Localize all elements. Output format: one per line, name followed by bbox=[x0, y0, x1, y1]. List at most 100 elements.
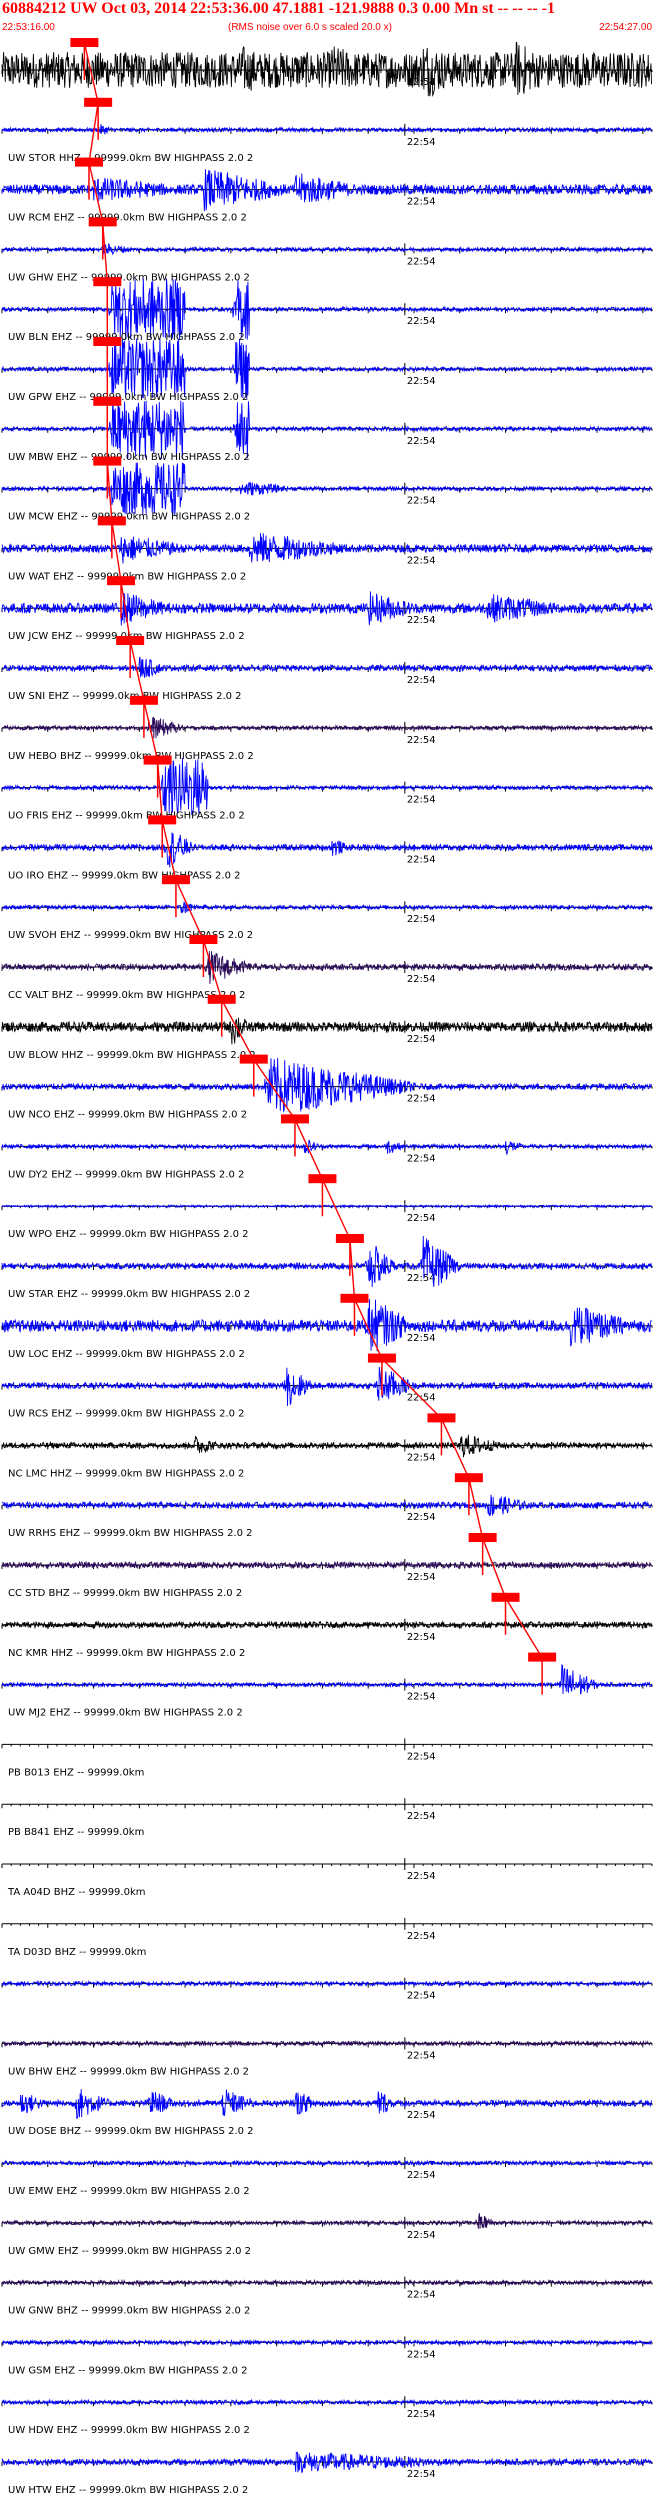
station-label: UW EMW EHZ -- 99999.0km BW HIGHPASS 2.0 … bbox=[8, 2186, 250, 2197]
trace-row: 22:54 UW GPW EHZ -- 99999.0km BW HIGHPASS… bbox=[1, 337, 653, 403]
minute-label: 22:54 bbox=[407, 1452, 436, 1463]
minute-label: 22:54 bbox=[407, 1273, 436, 1284]
station-label: UW WPO EHZ -- 99999.0km BW HIGHPASS 2.0 … bbox=[8, 1229, 249, 1240]
minute-label: 22:54 bbox=[407, 914, 436, 925]
waveform-trace bbox=[1, 278, 652, 340]
moveout-line bbox=[83, 42, 543, 1658]
minute-label: 22:54 bbox=[407, 2170, 436, 2181]
waveform-trace bbox=[1, 1017, 652, 1045]
minute-label: 22:54 bbox=[407, 1931, 436, 1942]
scaling-note: (RMS noise over 6.0 s scaled 20.0 x) bbox=[228, 22, 392, 33]
station-label: UW BHW EHZ -- 99999.0km BW HIGHPASS 2.0 … bbox=[8, 2066, 249, 2077]
station-label: NC LMC HHZ -- 99999.0km BW HIGHPASS 2.0 … bbox=[8, 1468, 244, 1479]
station-label: UW RCM EHZ -- 99999.0km BW HIGHPASS 2.0 … bbox=[8, 213, 247, 224]
trace-row: 22:54 UW DOSE BHZ -- 99999.0km BW HIGHPAS… bbox=[1, 2089, 653, 2137]
station-label: UW STAR EHZ -- 99999.0km BW HIGHPASS 2.0… bbox=[8, 1289, 250, 1300]
waveform-trace bbox=[1, 399, 652, 460]
station-label: UW RCS EHZ -- 99999.0km BW HIGHPASS 2.0 … bbox=[8, 1409, 245, 1420]
waveform-trace bbox=[1, 1663, 652, 1695]
waveform-trace bbox=[1, 533, 652, 564]
waveform-trace bbox=[1, 716, 652, 739]
trace-row: 22:54 CC VALT BHZ -- 99999.0km BW HIGHPAS… bbox=[1, 935, 653, 1001]
trace-row: 22:54 UW HEBO BHZ -- 99999.0km BW HIGHPAS… bbox=[1, 695, 653, 762]
event-title: 60884212 UW Oct 03, 2014 22:53:36.00 47.… bbox=[2, 0, 555, 17]
trace-row: 22:54 UW GNW BHZ -- 99999.0km BW HIGHPASS… bbox=[1, 2276, 653, 2317]
station-label: UW RRHS EHZ -- 99999.0km BW HIGHPASS 2.0… bbox=[8, 1528, 253, 1539]
station-label: UW GNW BHZ -- 99999.0km BW HIGHPASS 2.0 … bbox=[8, 2306, 250, 2317]
minute-label: 22:54 bbox=[407, 2469, 436, 2480]
waveform-trace bbox=[1, 169, 652, 212]
trace-row: 22:54 UO FRIS EHZ -- 99999.0km BW HIGHPAS… bbox=[1, 755, 653, 822]
trace-row: 22:54 UW RCM EHZ -- 99999.0km BW HIGHPASS… bbox=[1, 157, 653, 224]
minute-label: 22:54 bbox=[407, 1034, 436, 1045]
station-label: TA A04D BHZ -- 99999.0km bbox=[7, 1887, 146, 1898]
waveform-trace bbox=[1, 1434, 652, 1458]
station-label: NC KMR HHZ -- 99999.0km BW HIGHPASS 2.0 … bbox=[8, 1648, 245, 1659]
minute-label: 22:54 bbox=[407, 974, 436, 985]
minute-label: 22:54 bbox=[407, 675, 436, 686]
waveform-trace bbox=[1, 1560, 652, 1570]
station-label: UO IRO EHZ -- 99999.0km BW HIGHPASS 2.0 … bbox=[8, 870, 241, 881]
plot-header: 60884212 UW Oct 03, 2014 22:53:36.00 47.… bbox=[0, 0, 656, 36]
trace-row: 22:54 UW LOC EHZ -- 99999.0km BW HIGHPASS… bbox=[1, 1293, 653, 1360]
trace-row: 22:54 PB B013 EHZ -- 99999.0km bbox=[1, 1738, 653, 1778]
station-label: PB B013 EHZ -- 99999.0km bbox=[8, 1767, 144, 1778]
minute-label: 22:54 bbox=[407, 854, 436, 865]
trace-row: 22:54 CC STD BHZ -- 99999.0km BW HIGHPASS… bbox=[1, 1533, 653, 1599]
station-label: UO FRIS EHZ -- 99999.0km BW HIGHPASS 2.0… bbox=[8, 811, 245, 822]
station-label: TA D03D BHZ -- 99999.0km bbox=[7, 1947, 146, 1958]
minute-label: 22:54 bbox=[407, 1811, 436, 1822]
minute-label: 22:54 bbox=[407, 1572, 436, 1583]
minute-label: 22:54 bbox=[407, 735, 436, 746]
trace-row: 22:54 UW MCW EHZ -- 99999.0km BW HIGHPASS… bbox=[1, 456, 653, 523]
station-label: UW STOR HHZ -- 99999.0km BW HIGHPASS 2.0… bbox=[8, 153, 253, 164]
minute-label: 22:54 bbox=[407, 2050, 436, 2061]
minute-label: 22:54 bbox=[407, 1153, 436, 1164]
trace-row: 22:54 UW STOR HHZ -- 99999.0km BW HIGHPAS… bbox=[1, 97, 653, 164]
waveform-trace bbox=[1, 1620, 652, 1630]
waveform-trace bbox=[1, 2039, 652, 2048]
minute-label: 22:54 bbox=[407, 496, 436, 507]
minute-label: 22:54 bbox=[407, 555, 436, 566]
trace-row: 22:54 NC LMC HHZ -- 99999.0km BW HIGHPASS… bbox=[1, 1413, 653, 1479]
trace-row: 22:54 UW RRHS EHZ -- 99999.0km BW HIGHPAS… bbox=[1, 1473, 653, 1539]
minute-label: 22:54 bbox=[407, 2409, 436, 2420]
station-label: UW DY2 EHZ -- 99999.0km BW HIGHPASS 2.0 … bbox=[8, 1169, 244, 1180]
waveform-trace bbox=[1, 1057, 652, 1113]
waveform-trace bbox=[1, 1494, 652, 1517]
minute-label: 22:54 bbox=[407, 2349, 436, 2360]
trace-row: 22:54 UW HDW EHZ -- 99999.0km BW HIGHPASS… bbox=[1, 2396, 653, 2436]
waveform-trace bbox=[1, 2278, 652, 2287]
minute-label: 22:54 bbox=[407, 256, 436, 267]
minute-label: 22:54 bbox=[407, 376, 436, 387]
trace-row: 22:54 UW GSM EHZ -- 99999.0km BW HIGHPASS… bbox=[1, 2336, 653, 2376]
trace-row: 22:54 bbox=[1, 38, 653, 97]
trace-row: 22:54 NC KMR HHZ -- 99999.0km BW HIGHPASS… bbox=[1, 1592, 653, 1659]
waveform-trace bbox=[1, 1139, 652, 1156]
trace-row: 22:54 PB B841 EHZ -- 99999.0km bbox=[1, 1798, 653, 1838]
station-label: UW SVOH EHZ -- 99999.0km BW HIGHPASS 2.0… bbox=[8, 930, 253, 941]
waveform-trace bbox=[1, 2338, 652, 2346]
waveform-trace bbox=[1, 591, 652, 626]
station-label: UW MJ2 EHZ -- 99999.0km BW HIGHPASS 2.0 … bbox=[8, 1708, 243, 1719]
minute-label: 22:54 bbox=[407, 1692, 436, 1703]
station-label: UW HEBO BHZ -- 99999.0km BW HIGHPASS 2.0… bbox=[8, 751, 254, 762]
station-label: UW MCW EHZ -- 99999.0km BW HIGHPASS 2.0 … bbox=[8, 512, 250, 523]
end-time: 22:54:27.00 bbox=[599, 22, 652, 33]
trace-row: 22:54 UW DY2 EHZ -- 99999.0km BW HIGHPASS… bbox=[1, 1114, 653, 1180]
minute-label: 22:54 bbox=[407, 1094, 436, 1105]
minute-label: 22:54 bbox=[407, 2290, 436, 2301]
minute-label: 22:54 bbox=[407, 1632, 436, 1643]
trace-row: 22:54 UO IRO EHZ -- 99999.0km BW HIGHPASS… bbox=[1, 815, 653, 881]
waveform-trace bbox=[1, 242, 652, 256]
waveform-trace bbox=[1, 656, 652, 678]
waveform-trace bbox=[2, 832, 652, 868]
trace-row: 22:54 UW GHW EHZ -- 99999.0km BW HIGHPASS… bbox=[1, 217, 653, 283]
minute-label: 22:54 bbox=[407, 1751, 436, 1762]
trace-row: 22:54 UW SNI EHZ -- 99999.0km BW HIGHPASS… bbox=[1, 636, 653, 702]
trace-row: 22:54 UW SVOH EHZ -- 99999.0km BW HIGHPAS… bbox=[1, 875, 653, 941]
minute-label: 22:54 bbox=[407, 2230, 436, 2241]
trace-row: 22:54 UW GMW EHZ -- 99999.0km BW HIGHPASS… bbox=[1, 2213, 653, 2257]
minute-label: 22:54 bbox=[407, 197, 436, 208]
